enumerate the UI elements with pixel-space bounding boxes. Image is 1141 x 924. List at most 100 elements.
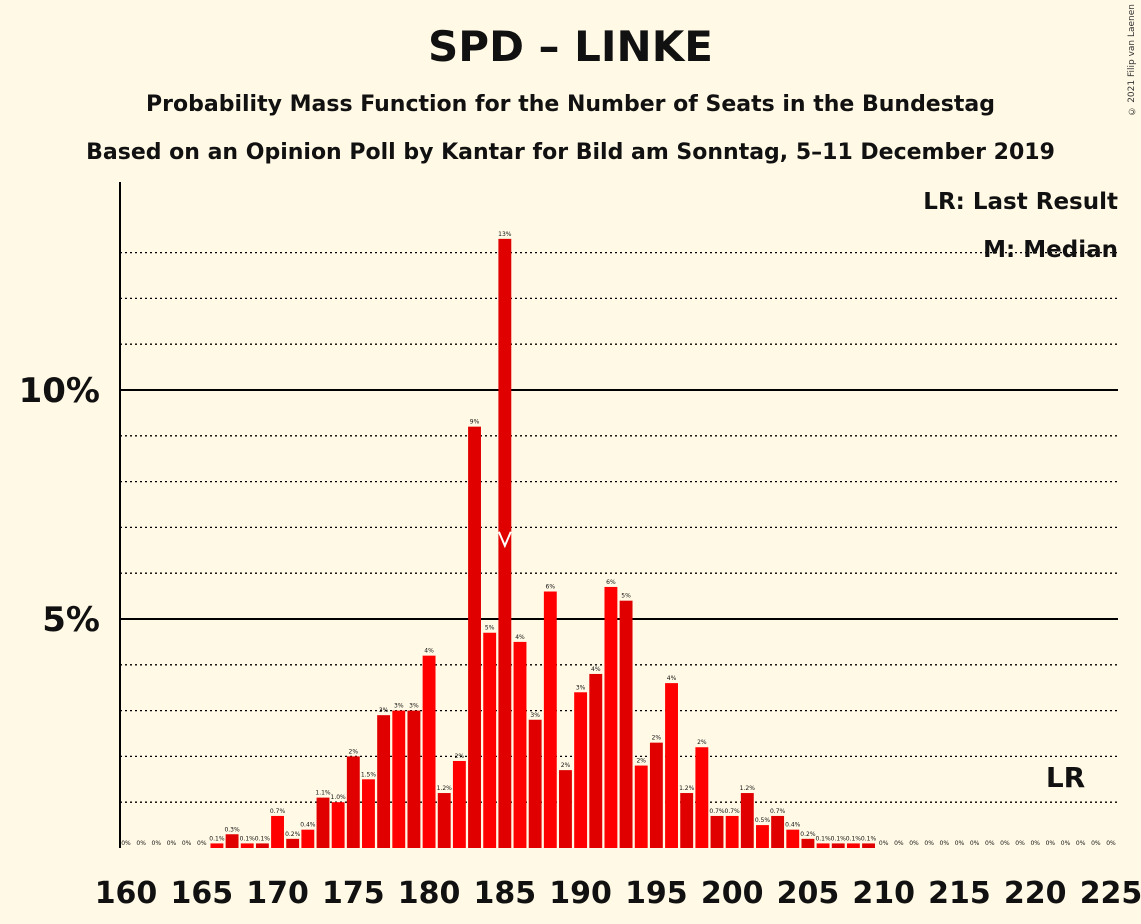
x-tick-label: 215 (928, 876, 991, 911)
bar-label-seat-214: 0% (940, 840, 950, 847)
bar-label-seat-198: 2% (697, 739, 707, 746)
bar-label-seat-164: 0% (182, 840, 192, 847)
bar-label-seat-179: 3% (409, 703, 419, 710)
bar-label-seat-168: 0.1% (240, 835, 256, 842)
bar-label-seat-175: 2% (349, 748, 359, 755)
bar-seat-167 (225, 834, 239, 848)
bar-label-seat-191: 4% (591, 666, 601, 673)
last-result-marker: LR (1046, 761, 1085, 794)
bar-seat-183 (468, 426, 481, 848)
bar-label-seat-211: 0% (894, 840, 904, 847)
bar-label-seat-170: 0.7% (270, 808, 286, 815)
bar-seat-193 (619, 600, 633, 848)
bar-label-seat-224: 0% (1091, 840, 1101, 847)
bar-seat-189 (559, 770, 572, 848)
bar-label-seat-190: 3% (576, 684, 586, 691)
median-marker (497, 531, 512, 549)
bar-label-seat-174: 1.0% (331, 794, 347, 801)
x-tick-label: 165 (170, 876, 233, 911)
y-tick-label: 5% (42, 600, 100, 640)
bar-label-seat-192: 6% (606, 579, 616, 586)
bar-label-seat-186: 4% (515, 634, 525, 641)
bar-seat-202 (756, 825, 769, 848)
bar-seat-208 (846, 843, 860, 848)
bar-label-seat-210: 0% (879, 840, 889, 847)
bar-label-seat-165: 0% (197, 840, 207, 847)
x-tick-label: 220 (1004, 876, 1067, 911)
bar-seat-209 (862, 843, 875, 848)
legend-median: M: Median (983, 237, 1118, 263)
bar-label-seat-160: 0% (121, 840, 131, 847)
bar-label-seat-173: 1.1% (315, 790, 331, 797)
bar-label-seat-172: 0.4% (300, 822, 316, 829)
x-tick-label: 195 (625, 876, 688, 911)
bar-seat-199 (710, 815, 724, 848)
bar-seat-169 (255, 843, 269, 848)
x-tick-label: 175 (322, 876, 385, 911)
bar-seat-187 (528, 719, 542, 848)
bar-seat-194 (634, 765, 648, 848)
bar-seat-197 (680, 793, 694, 848)
x-tick-label: 205 (777, 876, 840, 911)
bar-seat-203 (771, 815, 785, 848)
bar-label-seat-212: 0% (909, 840, 919, 847)
bar-label-seat-208: 0.1% (846, 835, 862, 842)
x-tick-label: 210 (852, 876, 915, 911)
x-tick-label: 180 (398, 876, 461, 911)
bar-seat-205 (801, 838, 815, 848)
bar-label-seat-180: 4% (424, 648, 434, 655)
x-tick-label: 185 (474, 876, 537, 911)
bar-seat-188 (543, 591, 557, 848)
bar-label-seat-216: 0% (970, 840, 980, 847)
x-tick-labels: 160 165 170 175 180 185 190 195 200 205 210 215 220 2… (95, 876, 1141, 911)
y-tick-label: 10% (19, 371, 100, 411)
x-tick-label: 160 (95, 876, 158, 911)
bar-label-seat-213: 0% (924, 840, 934, 847)
gridlines (120, 251, 1118, 803)
bar-seat-195 (649, 742, 663, 848)
bar-label-seat-217: 0% (985, 840, 995, 847)
bar-seat-178 (392, 710, 406, 848)
bar-seat-166 (210, 843, 224, 848)
bar-seat-170 (271, 815, 284, 848)
bar-label-seat-225: 0% (1106, 840, 1116, 847)
bar-label-seat-200: 0.7% (725, 808, 741, 815)
bar-label-seat-194: 2% (636, 758, 646, 765)
bar-seat-191 (589, 673, 603, 848)
x-tick-label: 200 (701, 876, 764, 911)
y-tick-labels: 5% 10% (19, 371, 100, 640)
bar-seat-168 (240, 843, 254, 848)
bar-label-seat-187: 3% (530, 712, 540, 719)
bar-label-seat-169: 0.1% (255, 835, 271, 842)
legend-last-result: LR: Last Result (923, 189, 1118, 215)
bar-label-seat-162: 0% (152, 840, 162, 847)
bar-seat-172 (301, 829, 315, 848)
bar-label-seat-209: 0.1% (861, 835, 877, 842)
bar-label-seat-201: 1.2% (740, 785, 756, 792)
bar-seat-176 (362, 779, 375, 848)
bar-label-seat-178: 3% (394, 703, 404, 710)
chart-source: Based on an Opinion Poll by Kantar for B… (86, 140, 1055, 165)
bar-label-seat-221: 0% (1046, 840, 1056, 847)
bar-label-seat-215: 0% (955, 840, 965, 847)
bar-label-seat-203: 0.7% (770, 808, 786, 815)
bar-seat-182 (452, 760, 466, 848)
bar-label-seat-220: 0% (1030, 840, 1040, 847)
x-tick-label: 190 (549, 876, 612, 911)
bar-seat-201 (740, 793, 754, 848)
bar-seat-207 (831, 843, 845, 848)
bar-label-seat-189: 2% (561, 762, 571, 769)
bar-seat-174 (331, 802, 345, 848)
bar-label-seat-185: 13% (498, 231, 512, 238)
bar-label-seat-223: 0% (1076, 840, 1086, 847)
bar-seat-192 (604, 586, 618, 848)
bar-label-seat-171: 0.2% (285, 831, 301, 838)
bar-seat-198 (695, 747, 709, 848)
bar-label-seat-183: 9% (470, 419, 480, 426)
bar-label-seat-163: 0% (167, 840, 177, 847)
bar-seat-204 (786, 829, 800, 848)
bar-labels: 0% 0% 0% 0% 0% 0%0.1%0.3%0.1% 0.1%0.7%0.2%0.4%… (121, 231, 1116, 847)
bar-label-seat-166: 0.1% (209, 835, 225, 842)
chart-subtitle: Probability Mass Function for the Number… (146, 92, 995, 117)
